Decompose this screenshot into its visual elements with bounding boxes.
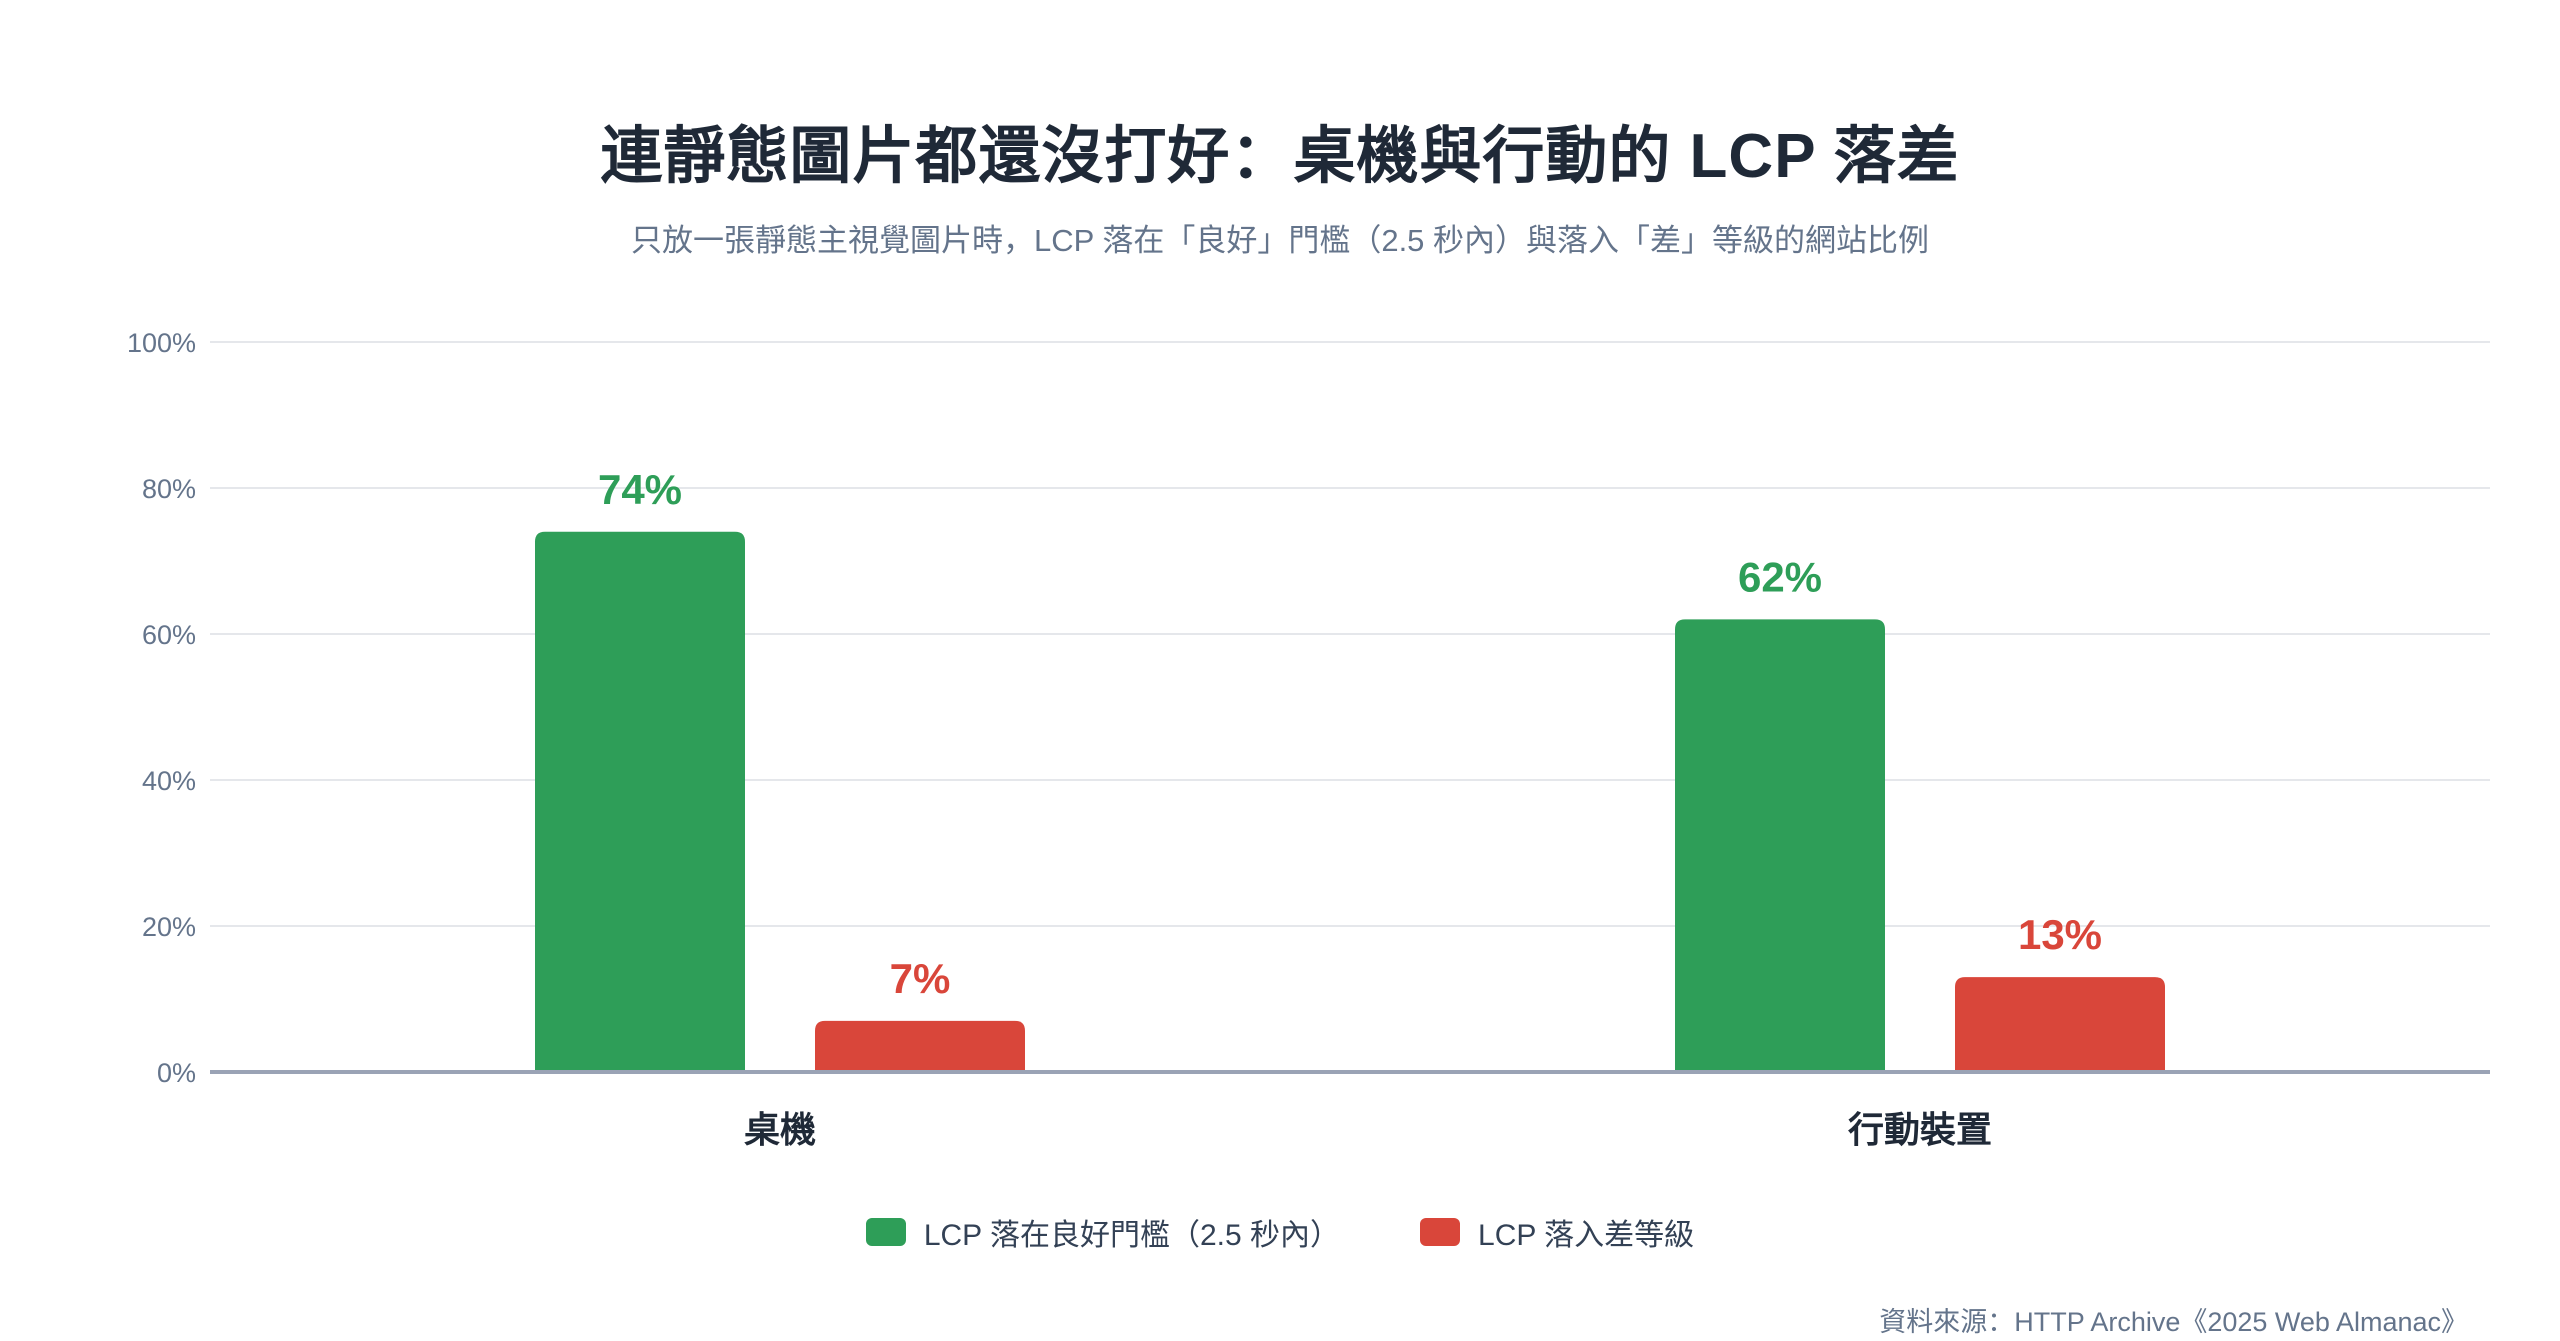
source-note: 資料來源：HTTP Archive《2025 Web Almanac》 — [1879, 1307, 2468, 1337]
bar — [535, 531, 745, 1072]
legend-swatch-poor — [1420, 1218, 1461, 1246]
y-tick-label: 40% — [142, 766, 196, 796]
data-label: 7% — [890, 955, 951, 1002]
legend-item-poor: LCP 落入差等級 — [1420, 1210, 1694, 1254]
bar — [1675, 619, 1885, 1072]
y-tick-label: 20% — [142, 912, 196, 942]
chart-subtitle: 只放一張靜態主視覺圖片時，LCP 落在「良好」門檻（2.5 秒內）與落入「差」等… — [630, 223, 1930, 258]
chart-title: 連靜態圖片都還沒打好：桌機與行動的 LCP 落差 — [600, 122, 1960, 191]
y-tick-label: 80% — [142, 474, 196, 504]
data-label: 13% — [2018, 911, 2102, 958]
x-tick-label: 行動裝置 — [1848, 1109, 1992, 1150]
bar — [1955, 977, 2165, 1072]
data-label: 74% — [598, 466, 682, 513]
legend-item-good: LCP 落在良好門檻（2.5 秒內） — [865, 1210, 1341, 1254]
y-tick-label: 0% — [157, 1058, 196, 1088]
legend: LCP 落在良好門檻（2.5 秒內） LCP 落入差等級 — [0, 1210, 2560, 1254]
y-tick-label: 60% — [142, 620, 196, 650]
bar — [815, 1020, 1025, 1072]
x-tick-label: 桌機 — [744, 1109, 816, 1150]
legend-label-poor: LCP 落入差等級 — [1478, 1219, 1695, 1252]
data-label: 62% — [1738, 553, 1822, 600]
y-tick-label: 100% — [127, 328, 196, 358]
legend-swatch-good — [865, 1218, 906, 1246]
legend-label-good: LCP 落在良好門檻（2.5 秒內） — [923, 1219, 1341, 1252]
